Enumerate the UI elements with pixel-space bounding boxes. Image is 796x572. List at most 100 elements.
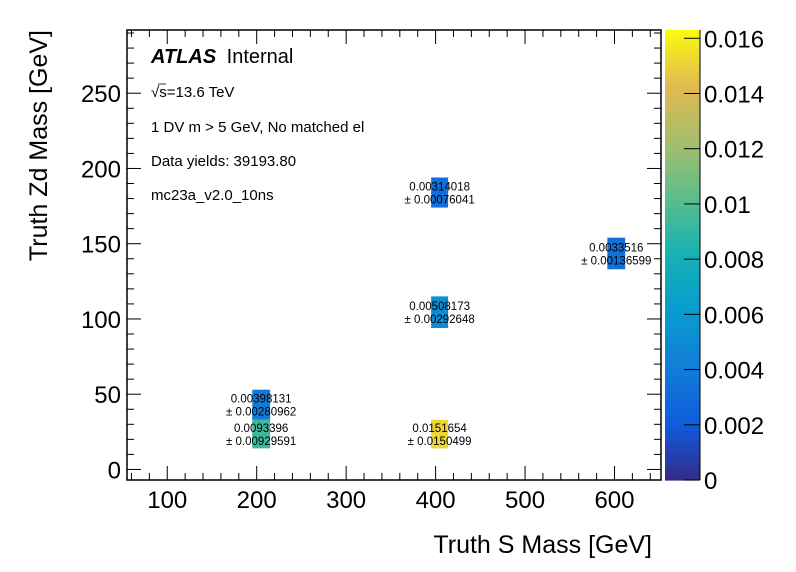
colorbar-segment (665, 65, 700, 71)
colorbar-segment (665, 195, 700, 201)
colorbar-segment (665, 85, 700, 91)
colorbar-segment (665, 445, 700, 451)
colorbar-segment (665, 100, 700, 106)
colorbar-segment (665, 390, 700, 396)
cell-value-label: 0.00398131 (231, 394, 292, 406)
cell-value-label: 0.0151654 (412, 423, 467, 435)
cell-value-label: 0.00314018 (409, 182, 470, 194)
colorbar-segment (665, 30, 700, 36)
colorbar-segment (665, 295, 700, 301)
colorbar-segment (665, 120, 700, 126)
colorbar-segment (665, 395, 700, 401)
colorbar-segment (665, 400, 700, 406)
colorbar-tick-label: 0.004 (704, 358, 764, 385)
colorbar-segment (665, 310, 700, 316)
y-tick-label: 100 (81, 307, 121, 334)
cell-error-label: ± 0.00280962 (226, 407, 296, 419)
colorbar-segment (665, 235, 700, 241)
colorbar-segment (665, 460, 700, 466)
colorbar-segment (665, 225, 700, 231)
colorbar-segment (665, 345, 700, 351)
colorbar-segment (665, 45, 700, 51)
x-axis: 100 200 300 400 500 600 (130, 30, 651, 514)
x-tick-label: 200 (237, 487, 277, 514)
colorbar-segment (665, 240, 700, 246)
colorbar-segment (665, 320, 700, 326)
colorbar-segment (665, 465, 700, 471)
colorbar-segment (665, 110, 700, 116)
heatmap-cell (607, 237, 626, 270)
colorbar-segment (665, 360, 700, 366)
colorbar-segment (665, 130, 700, 136)
colorbar-segment (665, 440, 700, 446)
sample-label: mc23a_v2.0_10ns (151, 187, 274, 204)
colorbar-segment (665, 125, 700, 131)
cell-error-label: ± 0.00292648 (404, 314, 474, 326)
colorbar-segment (665, 340, 700, 346)
colorbar-segment (665, 260, 700, 266)
y-tick-label: 200 (81, 156, 121, 183)
x-tick-label: 100 (147, 487, 187, 514)
colorbar-segment (665, 135, 700, 141)
colorbar-segment (665, 415, 700, 421)
cell-value-label: 0.00508173 (409, 301, 470, 313)
cell-value-label: 0.0093396 (234, 423, 288, 435)
x-tick-label: 300 (326, 487, 366, 514)
y-axis-title: Truth Zd Mass [GeV] (25, 30, 53, 261)
colorbar-segment (665, 300, 700, 306)
heatmap-cell (431, 177, 449, 208)
energy-label: √s=13.6 TeV (151, 84, 234, 101)
colorbar-segment (665, 475, 700, 481)
cell-error-label: ± 0.00076041 (404, 195, 474, 207)
colorbar-segment (665, 180, 700, 186)
x-tick-label: 400 (416, 487, 456, 514)
colorbar-segment (665, 40, 700, 46)
annotation-block: ATLAS Internal √s=13.6 TeV 1 DV m > 5 Ge… (150, 46, 364, 204)
colorbar-segment (665, 385, 700, 391)
colorbar-segment (665, 105, 700, 111)
colorbar-segment (665, 55, 700, 61)
colorbar-segment (665, 95, 700, 101)
colorbar-segment (665, 140, 700, 146)
y-tick-label: 250 (81, 81, 121, 108)
colorbar-segment (665, 155, 700, 161)
colorbar-segment (665, 230, 700, 236)
colorbar-segment (665, 255, 700, 261)
colorbar-segment (665, 185, 700, 191)
x-tick-label: 600 (594, 487, 634, 514)
internal-text: Internal (227, 46, 294, 68)
sqrt-s-text: √s (151, 84, 167, 101)
colorbar-segment (665, 425, 700, 431)
colorbar-segment (665, 455, 700, 461)
heatmap-cell (252, 389, 271, 420)
colorbar: 0 0.002 0.004 0.006 0.008 0.01 0.012 0.014 0.016 (665, 26, 764, 495)
cell-labels-layer: 0.00398131± 0.00280962 0.0093396± 0.00929… (226, 182, 651, 449)
colorbar-segment (665, 410, 700, 416)
colorbar-segment (665, 35, 700, 41)
colorbar-tick-label: 0.012 (704, 137, 764, 164)
x-axis-title: Truth S Mass [GeV] (433, 531, 652, 559)
colorbar-segment (665, 165, 700, 171)
energy-text: =13.6 TeV (167, 84, 235, 101)
y-tick-label: 50 (94, 382, 121, 409)
colorbar-segment (665, 145, 700, 151)
atlas-text: ATLAS (150, 46, 217, 68)
colorbar-segment (665, 470, 700, 476)
colorbar-segment (665, 205, 700, 211)
colorbar-tick-label: 0.014 (704, 81, 764, 108)
colorbar-segment (665, 215, 700, 221)
colorbar-segment (665, 380, 700, 386)
colorbar-segment (665, 325, 700, 331)
colorbar-segment (665, 435, 700, 441)
colorbar-segment (665, 350, 700, 356)
colorbar-segment (665, 170, 700, 176)
colorbar-segment (665, 365, 700, 371)
colorbar-segment (665, 220, 700, 226)
colorbar-segment (665, 265, 700, 271)
heatmap-cell (252, 419, 271, 449)
y-tick-label: 0 (108, 457, 121, 484)
colorbar-segment (665, 290, 700, 296)
colorbar-segment (665, 270, 700, 276)
colorbar-segment (665, 420, 700, 426)
